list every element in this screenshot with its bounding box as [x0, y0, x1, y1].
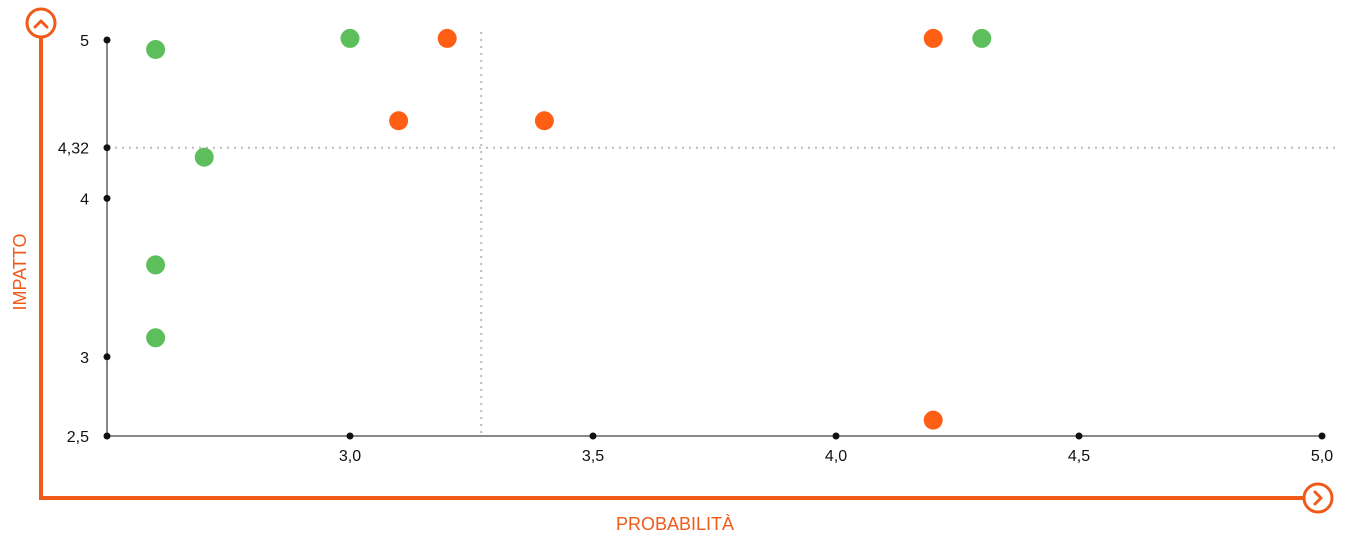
y-axis-title: IMPATTO [10, 233, 30, 310]
data-point-orange [437, 28, 457, 48]
x-tick-label: 4,0 [825, 448, 847, 465]
right-arrow-icon [1302, 482, 1334, 514]
data-point-orange [534, 111, 554, 131]
y-tick-mark [103, 194, 111, 202]
data-point-green [340, 28, 360, 48]
x-tick-label: 3,0 [339, 448, 361, 465]
data-point-orange [923, 28, 943, 48]
x-tick-label: 5,0 [1311, 448, 1333, 465]
y-tick-mark [103, 353, 111, 361]
data-point-orange [923, 410, 943, 430]
x-tick-label: 3,5 [582, 448, 604, 465]
y-tick-label: 2,5 [67, 429, 89, 446]
data-point-green [146, 255, 166, 275]
y-axis-ticks: 2,5 3 4 4,32 5 [58, 33, 111, 446]
data-point-green [194, 147, 214, 167]
y-tick-mark [103, 36, 111, 44]
data-point-green [146, 40, 166, 60]
x-tick-label: 4,5 [1068, 448, 1090, 465]
y-tick-label: 3 [80, 350, 89, 367]
data-point-orange [389, 111, 409, 131]
reference-lines [108, 32, 1340, 436]
y-tick-label: 4 [80, 191, 89, 208]
data-point-green [146, 328, 166, 348]
x-tick-mark [1318, 432, 1326, 440]
y-tick-label: 4,32 [58, 141, 89, 158]
x-tick-mark [589, 432, 597, 440]
x-tick-mark [346, 432, 354, 440]
y-tick-mark [103, 432, 111, 440]
data-point-green [972, 28, 992, 48]
data-points [146, 28, 992, 430]
x-axis-ticks: 3,0 3,5 4,0 4,5 5,0 [339, 432, 1333, 465]
y-tick-mark [103, 144, 111, 152]
up-arrow-icon [25, 7, 57, 39]
y-tick-label: 5 [80, 33, 89, 50]
x-tick-mark [1075, 432, 1083, 440]
x-axis-title: PROBABILITÀ [616, 514, 734, 534]
x-tick-mark [832, 432, 840, 440]
